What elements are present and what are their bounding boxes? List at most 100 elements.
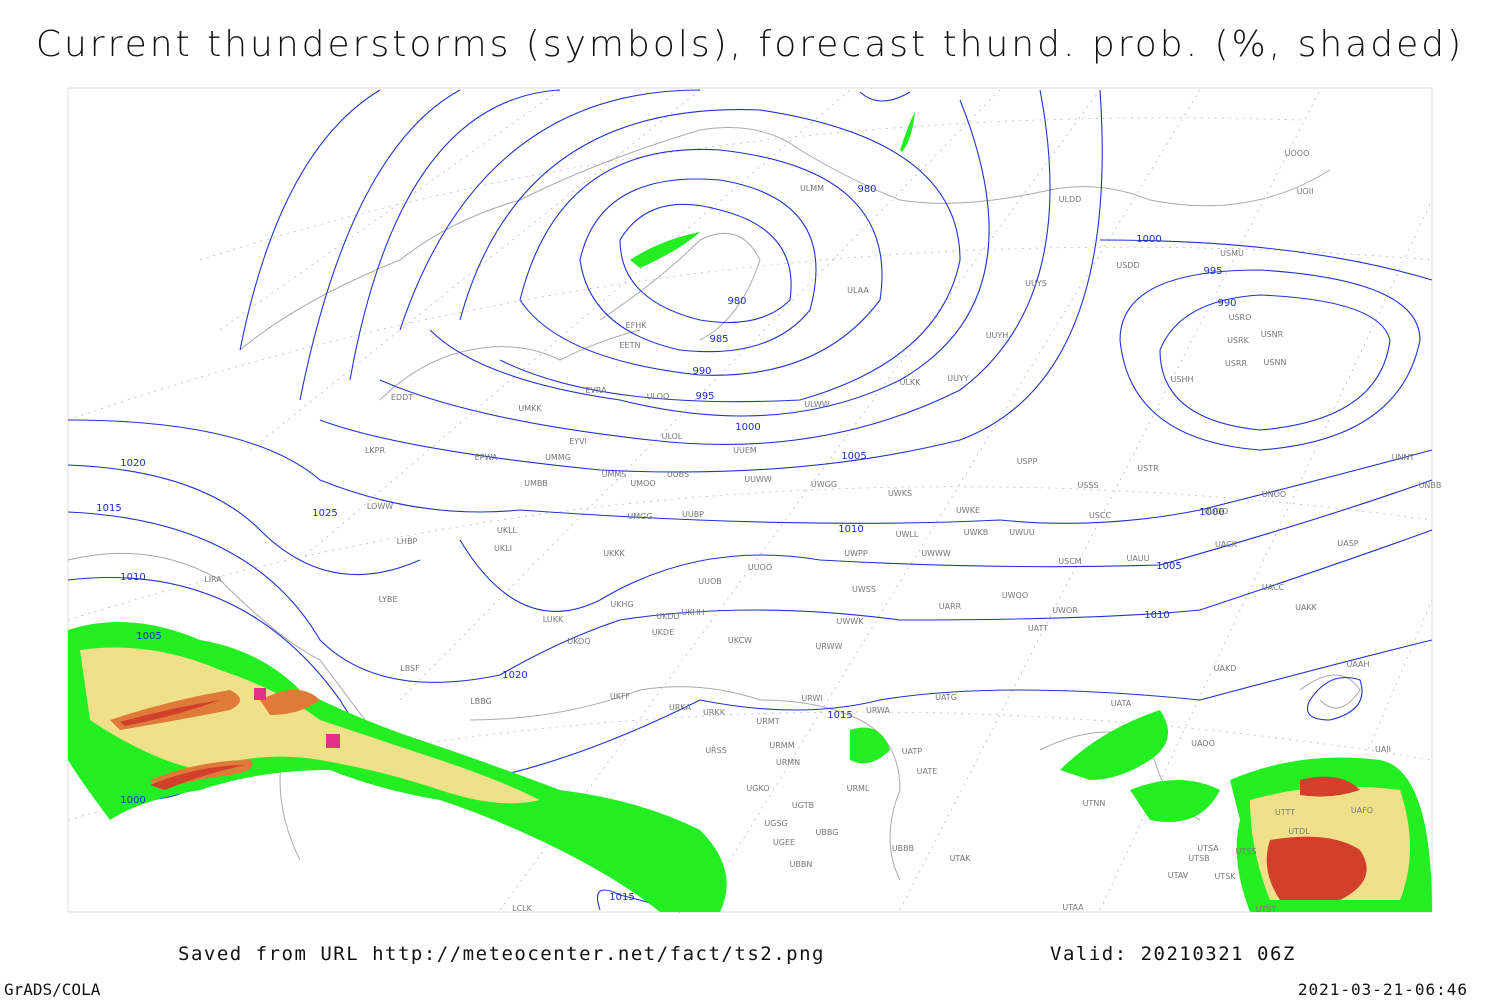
station-label: UGSG <box>764 819 787 828</box>
station-label: USDD <box>1116 261 1139 270</box>
station-label: UWOR <box>1052 606 1078 615</box>
station-label: UTAK <box>950 854 972 863</box>
station-label: LIRA <box>204 575 222 584</box>
station-label: UUOO <box>1204 507 1228 516</box>
isobar-label: 1025 <box>312 508 337 519</box>
station-label: EETN <box>620 341 641 350</box>
isobar-label: 1005 <box>136 631 161 642</box>
thunder-prob-shading <box>68 112 1432 912</box>
station-label: UTSB <box>1188 854 1209 863</box>
station-label: UWKE <box>956 506 980 515</box>
station-label: USSS <box>1077 481 1098 490</box>
station-label: URSS <box>705 746 727 755</box>
isobar-label: 980 <box>727 296 746 307</box>
station-label: UBBG <box>816 828 839 837</box>
station-label: UAAH <box>1346 660 1369 669</box>
isobar-label: 1010 <box>1144 610 1169 621</box>
graticule <box>67 89 1433 911</box>
station-label: ULOL <box>662 432 683 441</box>
station-label: UNBB <box>1419 481 1442 490</box>
station-label: UATA <box>1111 699 1132 708</box>
station-label: UOOO <box>1285 149 1310 158</box>
station-label: UOII <box>1297 187 1314 196</box>
current-storm-symbols <box>254 688 340 748</box>
isobar-label: 1000 <box>735 422 760 433</box>
station-label: UAFO <box>1351 806 1373 815</box>
station-label: ULDD <box>1059 195 1082 204</box>
station-label: UUOB <box>698 577 722 586</box>
isobar-label: 1015 <box>96 503 121 514</box>
station-label: URMN <box>776 758 800 767</box>
station-label: UTAV <box>1168 871 1189 880</box>
station-label: UKLI <box>494 544 512 553</box>
station-label: UUYS <box>1025 279 1047 288</box>
station-label: UMMS <box>602 470 627 479</box>
station-label: URWW <box>816 642 843 651</box>
software: GrADS/COLA <box>4 980 101 999</box>
station-label: LKPR <box>365 446 386 455</box>
station-label: UMKK <box>518 404 542 413</box>
isobar-label: 995 <box>1203 266 1222 277</box>
isobar-label: 1000 <box>1136 234 1161 245</box>
station-label: UUYH <box>986 331 1009 340</box>
station-label: USNR <box>1261 330 1284 339</box>
station-label: UTSS <box>1236 847 1257 856</box>
station-label: ULMM <box>800 184 824 193</box>
station-label: EFHK <box>626 321 648 330</box>
station-label: UACC <box>1262 583 1285 592</box>
station-label: USNN <box>1264 358 1287 367</box>
station-label: UBBN <box>790 860 813 869</box>
station-label: LYBE <box>379 595 398 604</box>
station-label: UAKD <box>1214 664 1237 673</box>
station-label: USCM <box>1058 557 1082 566</box>
station-label: UWSS <box>852 585 876 594</box>
station-label: LUKK <box>543 615 564 624</box>
station-label: EVRA <box>585 386 607 395</box>
station-label: UGTB <box>792 801 814 810</box>
station-label: UARR <box>939 602 962 611</box>
station-label: UWGG <box>811 480 837 489</box>
isobar-label: 985 <box>709 334 728 345</box>
station-label: UTNN <box>1083 799 1106 808</box>
station-label: USPP <box>1017 457 1038 466</box>
station-label: URKK <box>703 708 726 717</box>
station-label: UATT <box>1028 624 1048 633</box>
station-label: EYVI <box>569 437 587 446</box>
station-label: USRR <box>1225 359 1247 368</box>
station-label: ULAA <box>847 286 869 295</box>
station-label: UWKB <box>964 528 989 537</box>
station-label: UTDL <box>1288 827 1310 836</box>
station-label: LHBP <box>397 537 418 546</box>
station-label: UWLL <box>896 530 919 539</box>
station-label: UKLL <box>497 526 518 535</box>
station-label: ULWW <box>804 400 829 409</box>
station-label: USMU <box>1220 249 1244 258</box>
station-label: URWI <box>801 694 822 703</box>
station-label: URMM <box>769 741 794 750</box>
station-label: UMGG <box>627 512 652 521</box>
station-label: UAOO <box>1191 739 1215 748</box>
station-label: USRK <box>1227 336 1249 345</box>
isobar-label: 1010 <box>120 572 145 583</box>
station-label: UNOO <box>1262 490 1286 499</box>
station-label: UAKK <box>1295 603 1318 612</box>
station-label: URMT <box>756 717 779 726</box>
station-label: LBSF <box>400 664 420 673</box>
saved-from-url: Saved from URL http://meteocenter.net/fa… <box>178 943 825 965</box>
station-label: UKKK <box>603 549 625 558</box>
station-label: UKFF <box>610 692 631 701</box>
station-label: UTSK <box>1214 872 1236 881</box>
station-label: EPWA <box>475 453 498 462</box>
station-label: UNNT <box>1392 453 1415 462</box>
isobar-label: 990 <box>692 366 711 377</box>
station-label: UATG <box>935 693 957 702</box>
station-label: UAII <box>1375 745 1391 754</box>
isobar-label: 1020 <box>120 458 145 469</box>
isobar-label: 1000 <box>1199 507 1224 518</box>
isobar-label: 995 <box>695 391 714 402</box>
station-label: URKA <box>669 703 692 712</box>
isobar-label: 1015 <box>827 710 852 721</box>
station-label: UWWK <box>837 617 865 626</box>
